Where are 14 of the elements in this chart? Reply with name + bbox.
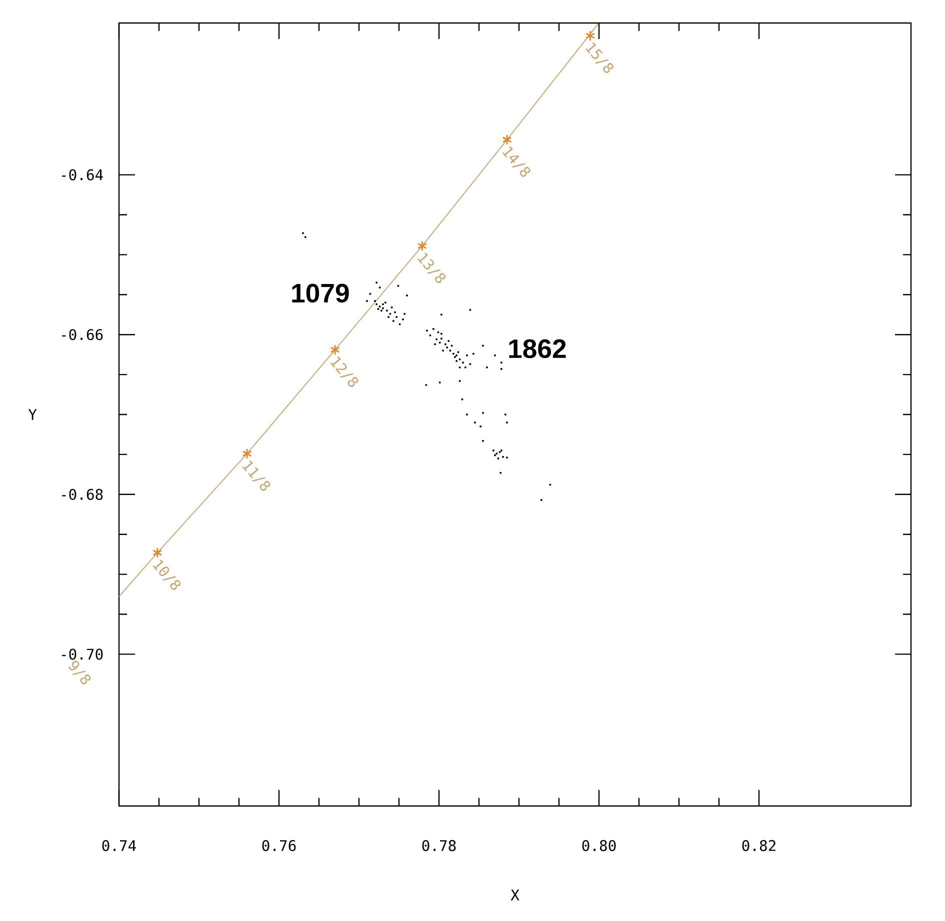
y-tick-label: -0.66 <box>62 329 103 340</box>
x-tick-label: 0.82 <box>742 840 776 852</box>
annotation: 1862 <box>509 339 566 358</box>
x-tick-label: 0.74 <box>102 840 136 852</box>
y-axis-title: Y <box>28 409 37 420</box>
y-tick-label: -0.70 <box>62 648 103 660</box>
annotation: 1079 <box>292 284 349 303</box>
y-tick-label: -0.64 <box>62 169 103 180</box>
x-axis-title: X <box>510 890 520 900</box>
text: 9/8 <box>68 660 91 684</box>
x-tick-label: 0.80 <box>582 840 616 852</box>
y-tick-label: -0.68 <box>62 488 103 500</box>
x-tick-label: 0.76 <box>262 840 296 852</box>
x-tick-label: 0.78 <box>422 840 456 852</box>
